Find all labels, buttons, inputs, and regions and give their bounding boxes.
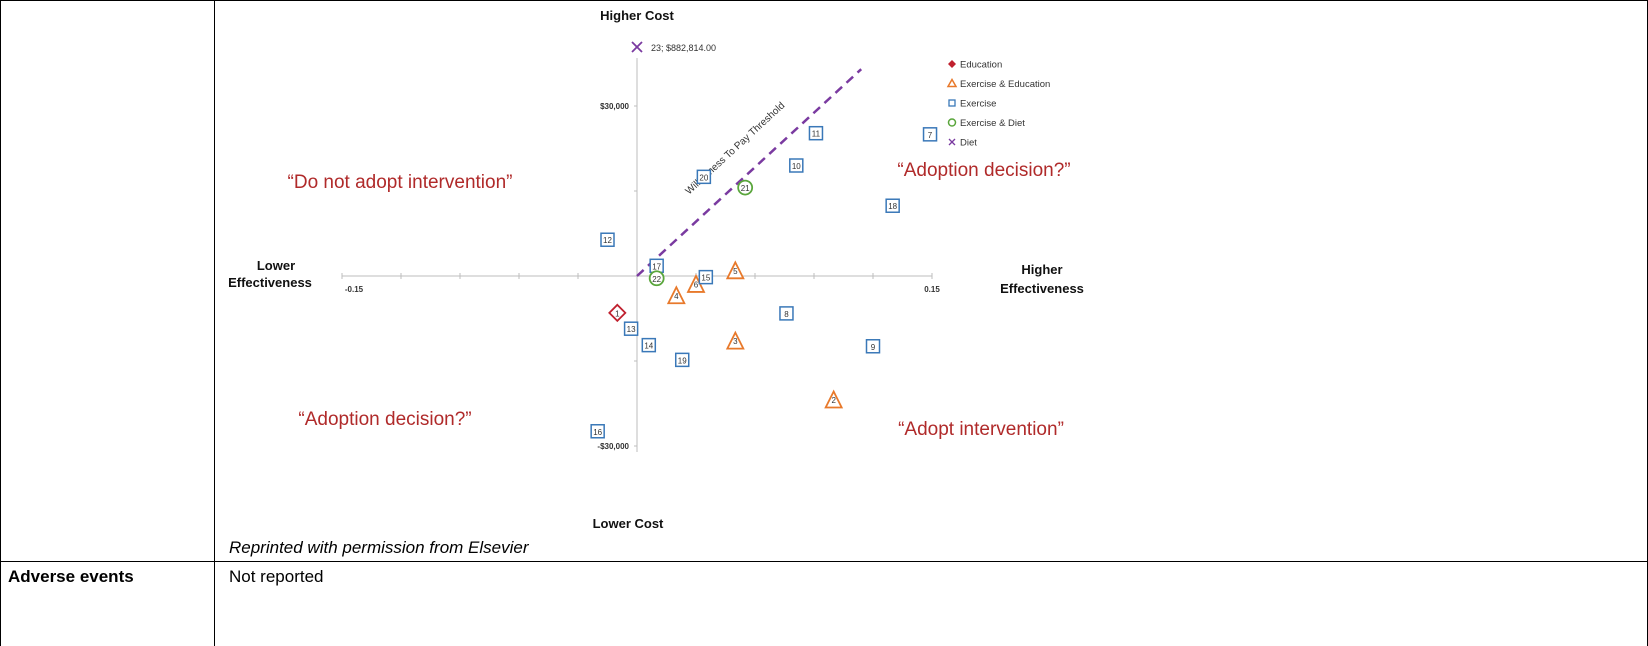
data-label-13: 13 <box>627 325 636 334</box>
data-label-16: 16 <box>593 428 602 437</box>
data-label-18: 18 <box>888 202 897 211</box>
axis-label-right-line1: Higher <box>1021 262 1062 277</box>
data-label-15: 15 <box>701 274 710 283</box>
axis-label-left-line1: Lower <box>257 258 295 273</box>
data-point-exercise-diet-22 <box>648 270 665 287</box>
legend-label-diet: Diet <box>960 138 977 149</box>
data-point-exercise-18 <box>885 198 900 213</box>
data-point-exercise-15 <box>698 269 714 285</box>
data-point-exercise-9 <box>865 339 881 354</box>
row-label-adverse-events: Adverse events <box>8 567 134 586</box>
data-label-20: 20 <box>699 173 708 182</box>
data-label-22: 22 <box>652 275 661 284</box>
data-point-exercise-diet-21 <box>737 179 754 196</box>
quadrant-label-top-left: “Do not adopt intervention” <box>288 172 513 193</box>
data-point-exercise-14 <box>641 337 657 353</box>
legend-marker-exercise-diet <box>947 118 957 127</box>
outlier-label: 23; $882,814.00 <box>651 43 716 53</box>
data-point-exercise-20 <box>696 169 712 185</box>
data-label-9: 9 <box>871 343 876 352</box>
row-value-adverse-events: Not reported <box>229 567 324 586</box>
data-label-17: 17 <box>652 262 661 271</box>
legend-marker-exercise-education <box>946 77 958 88</box>
data-point-exercise-16 <box>590 424 605 439</box>
data-label-5: 5 <box>733 267 738 276</box>
data-point-exercise-8 <box>779 306 794 321</box>
x-tick-label-max: 0.15 <box>924 285 940 294</box>
data-point-exercise-education-3 <box>725 330 745 350</box>
table-border-left <box>0 0 1 646</box>
data-point-exercise-13 <box>623 321 639 336</box>
axis-label-left-line2: Effectiveness <box>228 275 312 290</box>
data-label-19: 19 <box>678 356 687 365</box>
data-label-6: 6 <box>694 280 699 289</box>
axis-label-bottom: Lower Cost <box>593 516 664 531</box>
legend-marker-exercise <box>948 99 956 107</box>
quadrant-label-bottom-right: “Adopt intervention” <box>898 419 1064 440</box>
legend-marker-education <box>948 60 956 68</box>
data-label-7: 7 <box>928 131 933 140</box>
data-label-11: 11 <box>812 130 821 139</box>
y-tick-label-max: $30,000 <box>600 102 629 111</box>
data-point-diet-23 <box>631 41 643 53</box>
quadrant-label-top-right: “Adoption decision?” <box>897 160 1070 181</box>
legend-label-exercise-education: Exercise & Education <box>960 79 1050 90</box>
data-point-exercise-education-2 <box>824 389 844 409</box>
axis-label-right-line2: Effectiveness <box>1000 281 1084 296</box>
data-label-4: 4 <box>674 292 679 301</box>
data-label-8: 8 <box>784 310 789 319</box>
data-label-21: 21 <box>741 184 750 193</box>
quadrant-label-bottom-left: “Adoption decision?” <box>298 409 471 430</box>
legend-label-education: Education <box>960 60 1002 71</box>
data-point-exercise-7 <box>922 127 938 142</box>
data-label-3: 3 <box>733 337 738 346</box>
willingness-to-pay-threshold-line <box>636 68 863 277</box>
data-label-14: 14 <box>644 342 653 351</box>
data-point-exercise-12 <box>600 232 615 247</box>
x-tick-label-min: -0.15 <box>345 285 364 294</box>
legend-marker-diet <box>948 138 956 146</box>
data-label-2: 2 <box>831 396 836 405</box>
table-row-divider <box>0 561 1648 562</box>
axis-label-top: Higher Cost <box>600 8 674 23</box>
data-point-exercise-11 <box>808 125 824 141</box>
legend-label-exercise: Exercise <box>960 99 996 110</box>
data-point-exercise-education-4 <box>666 285 686 305</box>
data-label-12: 12 <box>603 236 612 245</box>
y-tick-label-min: -$30,000 <box>597 442 629 451</box>
legend-label-exercise-diet: Exercise & Diet <box>960 118 1025 129</box>
data-label-10: 10 <box>792 162 801 171</box>
data-point-exercise-education-5 <box>725 260 745 280</box>
table-column-divider <box>214 0 215 646</box>
data-point-exercise-19 <box>674 352 690 368</box>
data-point-education-1 <box>608 303 627 323</box>
data-point-exercise-10 <box>789 158 804 173</box>
figure-caption: Reprinted with permission from Elsevier <box>229 538 529 557</box>
data-label-1: 1 <box>615 309 620 318</box>
table-border-top <box>0 0 1648 1</box>
